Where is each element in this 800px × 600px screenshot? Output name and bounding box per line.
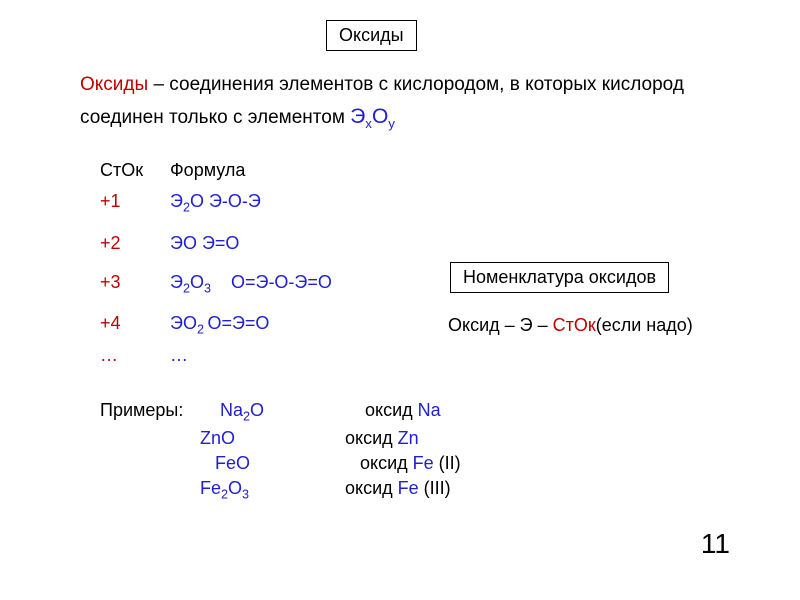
naming-pattern: Оксид – Э – СтОк(если надо) — [448, 315, 693, 336]
example-name: оксид Zn — [345, 428, 545, 449]
naming-pre: Оксид – Э – — [448, 315, 553, 335]
nomenclature-text: Номенклатура оксидов — [463, 267, 656, 287]
definition-term: Оксиды — [80, 74, 148, 95]
naming-post: (если надо) — [596, 315, 693, 335]
table-row: +1Э2О Э-О-Э — [100, 191, 440, 215]
title-box: Оксиды — [326, 20, 417, 51]
header-formula: Формула — [170, 160, 440, 181]
definition-dash: – — [148, 74, 169, 95]
nomenclature-box: Номенклатура оксидов — [450, 262, 669, 293]
table-row: +3Э2О3 О=Э-О-Э=О — [100, 272, 440, 296]
naming-stok: СтОк — [553, 315, 596, 335]
stok-value: +1 — [100, 191, 170, 215]
formula-value: ЭО2 О=Э=О — [170, 313, 440, 337]
table-header-row: СтОк Формула — [100, 160, 440, 181]
formula-o: О — [372, 105, 388, 128]
examples-label: Примеры: — [100, 400, 183, 421]
stok-value: +4 — [100, 313, 170, 337]
example-row: Fe2O3оксид Fe (III) — [200, 478, 565, 502]
example-row: Na2Oоксид Na — [200, 400, 565, 424]
formula-x: x — [365, 116, 372, 131]
stok-value: +3 — [100, 272, 170, 296]
ellipsis-formula: … — [170, 345, 440, 366]
example-formula: Na2O — [200, 400, 365, 424]
table-ellipsis-row: … … — [100, 345, 440, 366]
stok-value: +2 — [100, 233, 170, 254]
example-row: ZnOоксид Zn — [200, 428, 565, 449]
table-row: +4ЭО2 О=Э=О — [100, 313, 440, 337]
example-name: оксид Fe (II) — [360, 453, 560, 474]
formula-value: Э2О3 О=Э-О-Э=О — [170, 272, 440, 296]
formula-value: Э2О Э-О-Э — [170, 191, 440, 215]
example-name: оксид Fe (III) — [345, 478, 545, 502]
oxide-table: СтОк Формула +1Э2О Э-О-Э+2ЭО Э=О+3Э2О3 О… — [100, 160, 440, 376]
page-number: 11 — [701, 528, 730, 560]
table-row: +2ЭО Э=О — [100, 233, 440, 254]
example-name: оксид Na — [365, 400, 565, 424]
formula-e: Э — [350, 105, 365, 128]
ellipsis-stok: … — [100, 345, 170, 366]
formula-value: ЭО Э=О — [170, 233, 440, 254]
example-formula: Fe2O3 — [200, 478, 345, 502]
example-formula: FeO — [200, 453, 360, 474]
formula-y: y — [388, 116, 395, 131]
title-text: Оксиды — [339, 25, 404, 45]
example-formula: ZnO — [200, 428, 345, 449]
header-stok: СтОк — [100, 160, 170, 181]
example-row: FeOоксид Fe (II) — [200, 453, 565, 474]
examples-list: Na2Oоксид NaZnOоксид ZnFeOоксид Fe (II)F… — [200, 400, 565, 505]
definition-paragraph: Оксиды – соединения элементов с кислород… — [80, 70, 720, 134]
